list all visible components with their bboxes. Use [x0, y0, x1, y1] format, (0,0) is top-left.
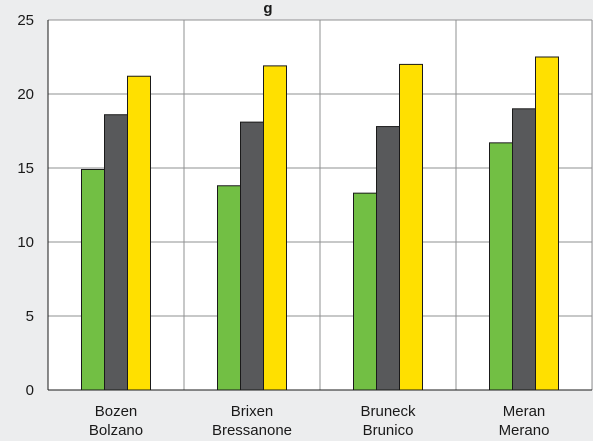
chart-title-fragment: g: [263, 0, 272, 17]
bar-1-1: [240, 121, 264, 391]
bar-2-1: [376, 126, 400, 391]
bar-1-2: [263, 65, 287, 391]
category-label-1-0: Brixen: [231, 403, 274, 420]
y-tick-label-5: 25: [17, 12, 34, 29]
category-label-2-1: Brunico: [363, 422, 414, 439]
y-tick-label-2: 10: [17, 234, 34, 251]
category-label-3-1: Merano: [499, 422, 550, 439]
category-label-1-1: Bressanone: [212, 422, 292, 439]
bar-0-2: [127, 75, 151, 391]
bar-0-0: [81, 168, 105, 391]
y-tick-label-1: 5: [26, 308, 34, 325]
bars: [81, 56, 559, 391]
bar-2-2: [399, 63, 423, 391]
bar-2-0: [353, 192, 377, 391]
bar-3-0: [489, 142, 513, 391]
bar-3-2: [535, 56, 559, 391]
y-axis-ticks: 0 5 10 15 20 25: [17, 12, 34, 399]
y-tick-label-0: 0: [26, 382, 34, 399]
bar-3-1: [512, 108, 536, 391]
x-axis-categories: Bozen Bolzano Brixen Bressanone Bruneck Bruni…: [89, 403, 550, 439]
y-tick-label-3: 15: [17, 160, 34, 177]
category-label-3-0: Meran: [503, 403, 546, 420]
y-tick-label-4: 20: [17, 86, 34, 103]
category-label-2-0: Bruneck: [360, 403, 416, 420]
category-label-0-0: Bozen: [95, 403, 138, 420]
bar-0-1: [104, 114, 128, 391]
bar-1-0: [217, 185, 241, 391]
category-label-0-1: Bolzano: [89, 422, 143, 439]
